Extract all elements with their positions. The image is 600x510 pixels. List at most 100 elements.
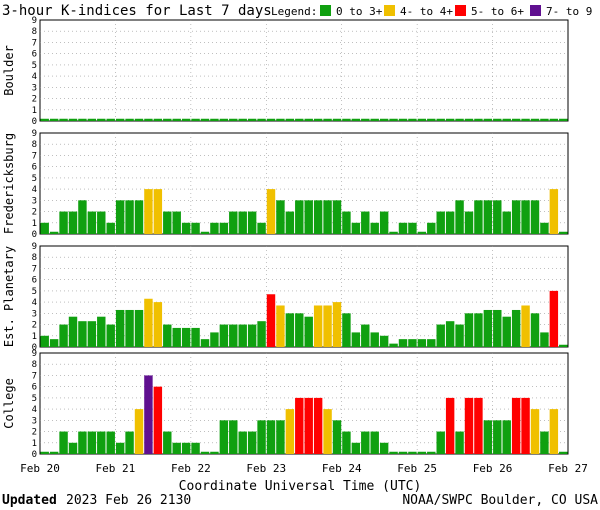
y-tick-label: 0 <box>32 117 37 127</box>
y-tick-label: 3 <box>32 83 37 93</box>
k-index-bar <box>144 189 153 234</box>
k-index-bar <box>361 118 370 121</box>
k-index-bar <box>238 431 247 454</box>
k-index-bar <box>97 118 106 121</box>
y-tick-label: 8 <box>32 360 37 370</box>
y-tick-label: 4 <box>32 298 37 308</box>
k-index-bar <box>370 222 379 234</box>
k-index-bar <box>59 211 68 234</box>
k-index-bar <box>436 118 445 121</box>
k-index-bar <box>266 118 276 121</box>
k-index-bar <box>474 313 483 347</box>
k-index-bar <box>332 302 342 347</box>
k-index-bar <box>276 118 285 121</box>
k-index-bar <box>229 420 238 454</box>
k-index-bar <box>493 309 502 347</box>
k-index-bar <box>87 321 97 347</box>
x-tick-label: Feb 27 <box>548 462 588 475</box>
k-index-bar <box>351 222 361 234</box>
k-index-bar <box>559 451 568 454</box>
y-tick-label: 8 <box>32 27 37 37</box>
k-index-bar <box>483 420 493 454</box>
k-index-bar <box>266 420 276 454</box>
k-index-bar <box>427 451 436 454</box>
k-index-bar <box>370 118 379 121</box>
k-index-bar <box>181 118 191 121</box>
k-index-bar <box>511 118 521 121</box>
station-label: Fredericksburg <box>2 133 16 234</box>
k-index-bar <box>511 397 521 454</box>
y-tick-label: 2 <box>32 321 37 331</box>
k-index-bar <box>389 118 398 121</box>
legend: Legend: 0 to 3+ 4- to 4+ 5- to 6+ 7- to 9 <box>271 5 592 18</box>
k-index-bar <box>464 211 474 234</box>
k-index-bar <box>68 316 78 347</box>
y-tick-label: 0 <box>32 450 37 460</box>
k-index-bar <box>464 397 474 454</box>
k-index-bar <box>323 200 332 234</box>
k-index-bar <box>229 118 238 121</box>
k-index-bar <box>313 305 323 347</box>
k-index-bar <box>502 211 511 234</box>
k-index-bar <box>219 420 229 454</box>
x-tick-label: Feb 25 <box>397 462 437 475</box>
k-index-bar <box>332 118 342 121</box>
k-index-bar <box>323 118 332 121</box>
k-index-bar <box>59 324 68 347</box>
k-index-bar <box>304 200 313 234</box>
k-index-bar <box>313 118 323 121</box>
k-index-bar <box>483 200 493 234</box>
y-tick-label: 9 <box>32 242 37 252</box>
y-tick-label: 9 <box>32 16 37 26</box>
k-index-bar <box>304 118 313 121</box>
k-index-bar <box>210 118 219 121</box>
k-index-bar <box>379 335 389 347</box>
k-index-bar <box>115 118 125 121</box>
y-tick-label: 3 <box>32 309 37 319</box>
k-index-bar <box>502 118 511 121</box>
k-index-bar <box>87 118 97 121</box>
k-index-bar <box>398 118 408 121</box>
k-index-bar <box>257 420 266 454</box>
k-index-bar <box>219 118 229 121</box>
y-tick-label: 2 <box>32 428 37 438</box>
k-index-bar <box>247 324 257 347</box>
y-tick-label: 8 <box>32 253 37 263</box>
k-index-bar <box>134 118 144 121</box>
k-index-bar <box>379 211 389 234</box>
k-index-bar <box>229 324 238 347</box>
k-index-bar <box>163 431 172 454</box>
k-index-bar <box>483 118 493 121</box>
k-index-bar <box>530 409 540 454</box>
k-index-bar <box>257 321 266 347</box>
x-tick-label: Feb 24 <box>322 462 362 475</box>
k-index-bar <box>445 211 455 234</box>
k-index-bar <box>163 324 172 347</box>
k-index-bar <box>87 431 97 454</box>
k-index-bar <box>153 386 163 454</box>
k-index-bar <box>144 118 153 121</box>
k-index-bar <box>417 231 427 234</box>
k-index-bar <box>172 327 181 347</box>
legend-label: 7- to 9 <box>546 5 592 18</box>
k-index-bar <box>163 118 172 121</box>
k-index-bar <box>342 431 351 454</box>
k-index-bar <box>464 118 474 121</box>
k-index-bar <box>285 409 295 454</box>
k-index-bar <box>49 451 59 454</box>
footer-source: NOAA/SWPC Boulder, CO USA <box>402 493 598 508</box>
k-index-bar <box>210 222 219 234</box>
k-index-bar <box>266 189 276 234</box>
k-index-bar <box>125 431 134 454</box>
k-index-bar <box>115 309 125 347</box>
legend-label: 4- to 4+ <box>400 5 453 18</box>
k-index-bar <box>181 222 191 234</box>
k-index-bar <box>530 313 540 347</box>
k-index-bar <box>144 375 153 454</box>
k-index-bar <box>417 339 427 347</box>
k-index-bar <box>210 451 219 454</box>
y-tick-label: 7 <box>32 264 37 274</box>
k-index-bar <box>172 118 181 121</box>
k-index-bar <box>445 321 455 347</box>
